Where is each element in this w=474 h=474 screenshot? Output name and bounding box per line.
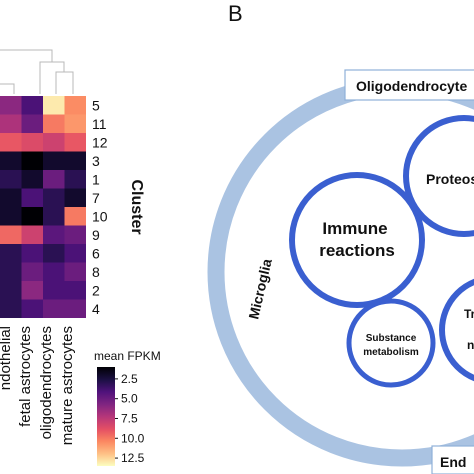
heatmap-cell bbox=[64, 188, 86, 207]
panel-b-label: B bbox=[228, 1, 243, 26]
substance-metabolism-line1: Substance bbox=[366, 333, 417, 344]
colorbar-title: mean FPKM bbox=[94, 349, 161, 363]
ring-label-microglia: Microglia bbox=[245, 257, 274, 321]
column-label: fetal astrocytes bbox=[17, 326, 34, 427]
row-label: 4 bbox=[92, 301, 100, 317]
heatmap-cells bbox=[0, 96, 86, 318]
heatmap-cell bbox=[43, 225, 65, 244]
row-labels: 5 11 12 3 1 7 10 9 6 8 2 4 bbox=[92, 97, 108, 317]
heatmap-cell bbox=[21, 114, 43, 133]
ring-label-box-bottom bbox=[431, 445, 474, 474]
colorbar-tick-label: 2.5 bbox=[121, 372, 138, 386]
heatmap-cell bbox=[64, 244, 86, 263]
heatmap-cell bbox=[21, 151, 43, 170]
heatmap-cell bbox=[43, 207, 65, 226]
row-label: 3 bbox=[92, 153, 100, 169]
heatmap-cell bbox=[0, 262, 22, 281]
heatmap-cell bbox=[0, 207, 22, 226]
heatmap-cell bbox=[21, 170, 43, 189]
heatmap-cell bbox=[0, 244, 22, 263]
ring-label-box-oligodendrocyte bbox=[344, 69, 474, 101]
heatmap-cell bbox=[43, 281, 65, 300]
panel-b: B Oligodendrocyte Microglia End Immune r… bbox=[207, 1, 474, 474]
heatmap-cell bbox=[64, 133, 86, 152]
heatmap-cell bbox=[0, 133, 22, 152]
colorbar-tick-label: 5.0 bbox=[121, 392, 138, 406]
heatmap-cell bbox=[21, 299, 43, 318]
heatmap-cell bbox=[64, 281, 86, 300]
heatmap-cell bbox=[64, 170, 86, 189]
column-label: ndothelial bbox=[0, 326, 14, 390]
heatmap-cell bbox=[43, 262, 65, 281]
row-label: 9 bbox=[92, 227, 100, 243]
heatmap-cell bbox=[43, 244, 65, 263]
colorbar bbox=[97, 367, 115, 466]
heatmap-cell bbox=[43, 96, 65, 115]
proteostasis-label: Proteost bbox=[426, 171, 474, 187]
colorbar-tick-label: 7.5 bbox=[121, 411, 138, 425]
colorbar-ticks: 2.5 5.0 7.5 10.0 12.5 bbox=[115, 372, 145, 465]
column-label: mature astrocytes bbox=[59, 326, 76, 445]
row-label: 5 bbox=[92, 97, 100, 113]
heatmap-cell bbox=[21, 225, 43, 244]
row-label: 8 bbox=[92, 264, 100, 280]
heatmap-cell bbox=[43, 133, 65, 152]
heatmap-cell bbox=[0, 151, 22, 170]
heatmap-cell bbox=[43, 114, 65, 133]
heatmap-cell bbox=[64, 151, 86, 170]
heatmap-cell bbox=[0, 96, 22, 115]
heatmap-cell bbox=[21, 281, 43, 300]
heatmap-cell bbox=[43, 170, 65, 189]
proteostasis-circle bbox=[403, 115, 474, 237]
heatmap-cell bbox=[64, 225, 86, 244]
heatmap-cell bbox=[0, 170, 22, 189]
heatmap-cell bbox=[64, 262, 86, 281]
immune-reactions-line1: Immune bbox=[322, 219, 387, 238]
heatmap-cell bbox=[43, 188, 65, 207]
heatmap-cell bbox=[21, 188, 43, 207]
row-label: 6 bbox=[92, 245, 100, 261]
heatmap-cell bbox=[64, 207, 86, 226]
heatmap-cell bbox=[21, 207, 43, 226]
heatmap-cell bbox=[64, 96, 86, 115]
row-label: 10 bbox=[92, 208, 108, 224]
row-label: 12 bbox=[92, 134, 108, 150]
heatmap-cell bbox=[0, 225, 22, 244]
heatmap-panel: 5 11 12 3 1 7 10 9 6 8 2 4 Cluster ndothelial fetal … bbox=[0, 49, 161, 466]
colorbar-tick-label: 10.0 bbox=[121, 431, 145, 445]
heatmap-cell bbox=[0, 114, 22, 133]
substance-metabolism-circle bbox=[346, 298, 436, 388]
immune-reactions-circle bbox=[289, 172, 425, 308]
heatmap-cell bbox=[21, 96, 43, 115]
heatmap-cell bbox=[0, 188, 22, 207]
heatmap-cell bbox=[21, 133, 43, 152]
heatmap-cell bbox=[21, 244, 43, 263]
immune-reactions-line2: reactions bbox=[319, 241, 395, 260]
right-partial-label-b: n bbox=[467, 338, 474, 352]
row-label: 2 bbox=[92, 282, 100, 298]
ring-label-end: End bbox=[440, 454, 466, 470]
heatmap-cell bbox=[43, 299, 65, 318]
heatmap-cell bbox=[0, 281, 22, 300]
heatmap-cell bbox=[64, 114, 86, 133]
right-partial-circle bbox=[439, 278, 474, 382]
colorbar-tick-label: 12.5 bbox=[121, 451, 145, 465]
heatmap-cell bbox=[0, 299, 22, 318]
heatmap-cell bbox=[43, 151, 65, 170]
heatmap-cell bbox=[21, 262, 43, 281]
column-dendrogram bbox=[0, 49, 74, 94]
substance-metabolism-line2: metabolism bbox=[363, 347, 419, 358]
row-label: 1 bbox=[92, 171, 100, 187]
row-label: 7 bbox=[92, 190, 100, 206]
row-label: 11 bbox=[92, 116, 107, 132]
cluster-axis-label: Cluster bbox=[128, 179, 145, 234]
column-labels: ndothelial fetal astrocytes oligodendrocyt… bbox=[0, 326, 76, 445]
heatmap-cell bbox=[64, 299, 86, 318]
ring-label-oligodendrocyte: Oligodendrocyte bbox=[356, 78, 467, 94]
column-label: oligodendrocytes bbox=[38, 326, 55, 439]
right-partial-label-a: Tr bbox=[464, 307, 474, 321]
